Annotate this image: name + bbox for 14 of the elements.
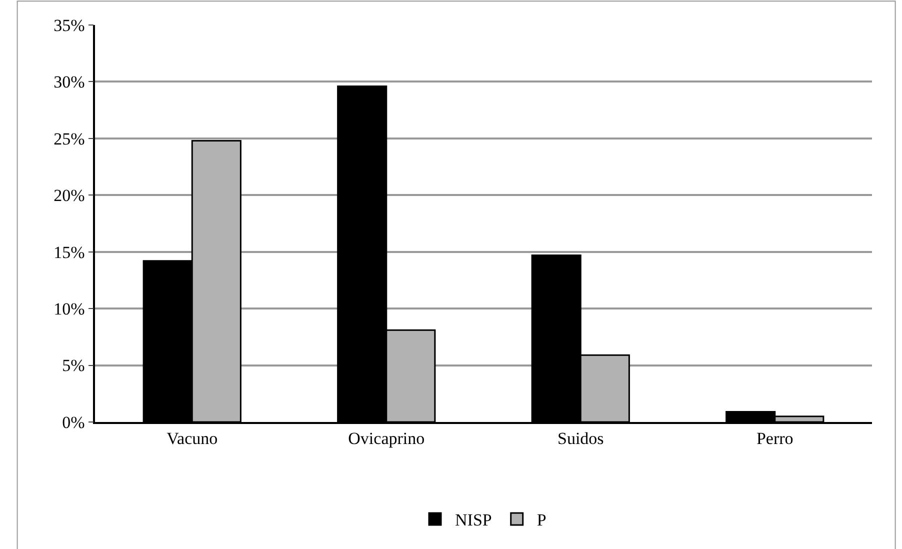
x-tick-label: Vacuno	[166, 429, 218, 448]
y-tick-label: 10%	[54, 300, 85, 319]
x-tick-label: Suidos	[557, 429, 604, 448]
y-tick-label: 15%	[54, 242, 85, 262]
x-tick-label: Perro	[756, 429, 794, 448]
y-tick-label: 0%	[62, 412, 85, 432]
x-tick-label: Ovicaprino	[348, 429, 425, 448]
y-tick-label: 20%	[54, 186, 85, 206]
legend-label: P	[536, 510, 546, 530]
y-tick-label: 25%	[54, 129, 85, 148]
y-tick-label: 30%	[54, 72, 85, 92]
legend-label: NISP	[455, 510, 492, 530]
y-tick-label: 35%	[54, 16, 85, 35]
y-tick-label: 5%	[62, 356, 85, 376]
